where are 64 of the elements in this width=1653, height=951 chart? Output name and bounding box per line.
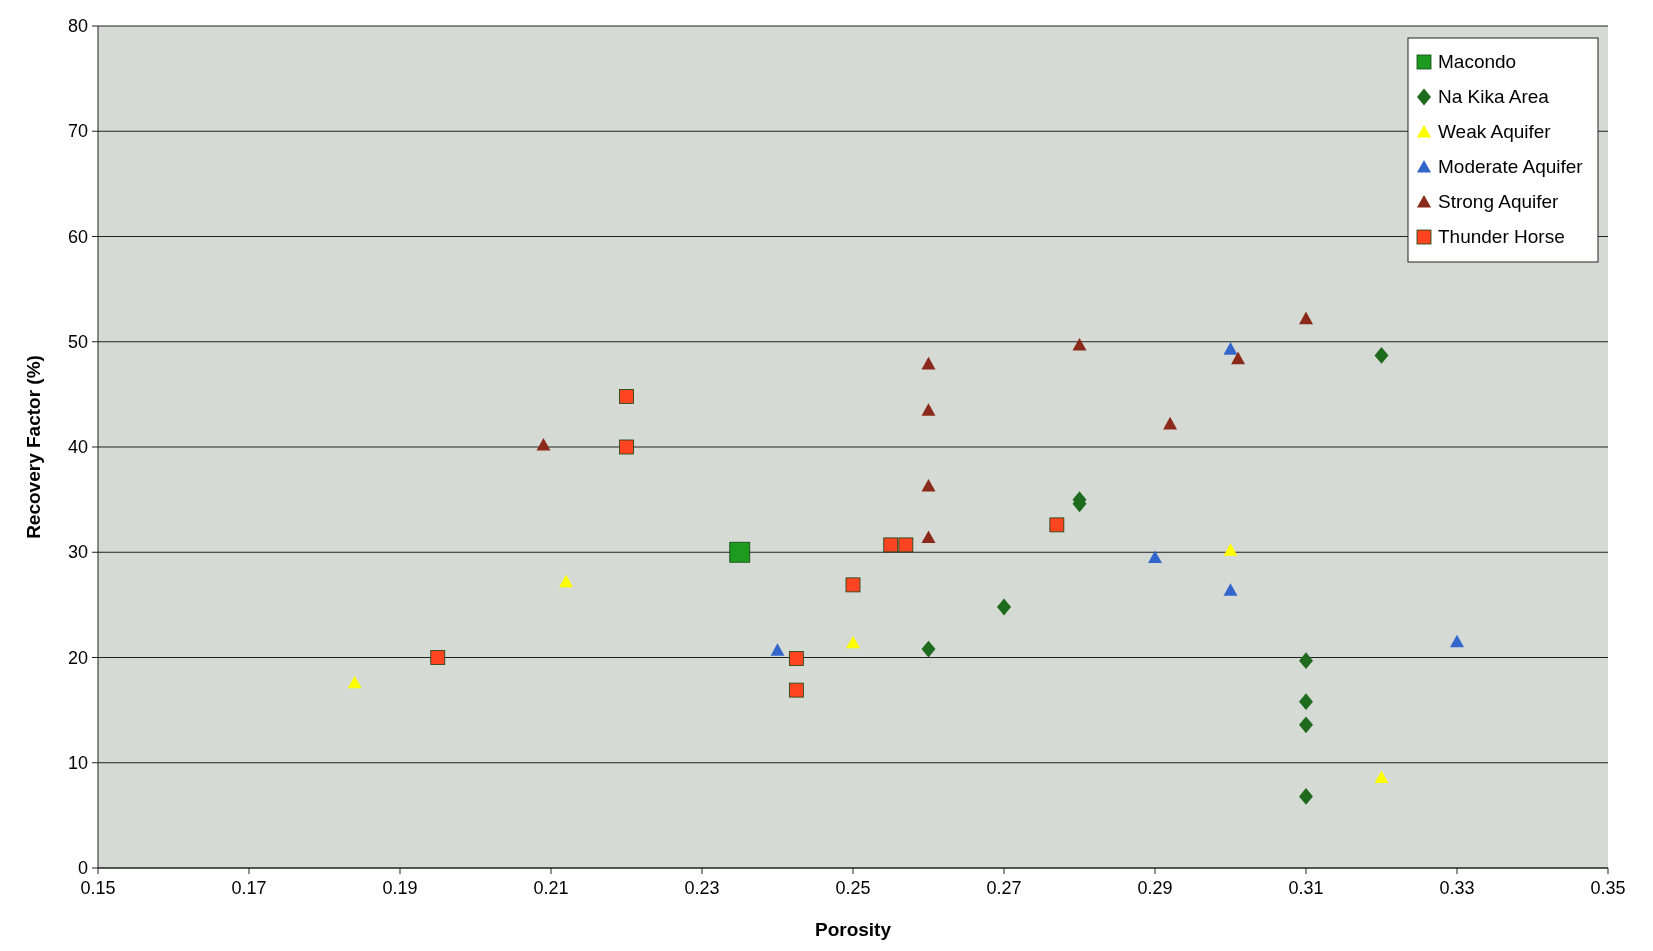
point <box>788 651 804 666</box>
point <box>1163 416 1178 430</box>
point <box>1223 583 1238 596</box>
point <box>921 403 936 416</box>
point <box>1299 311 1313 325</box>
point <box>559 574 574 588</box>
x-tick-label: 0.17 <box>231 878 267 898</box>
legend-label: Weak Aquifer <box>1438 121 1552 142</box>
point <box>921 530 936 544</box>
point <box>1450 634 1464 648</box>
x-tick-label: 0.25 <box>835 878 871 898</box>
y-tick-label: 20 <box>67 647 88 668</box>
point <box>1231 351 1246 365</box>
y-tick-label: 10 <box>67 752 88 773</box>
legend-label: Thunder Horse <box>1438 226 1565 247</box>
point <box>619 439 634 455</box>
point <box>921 478 936 492</box>
point <box>536 437 551 451</box>
y-tick-label: 70 <box>67 121 88 142</box>
point <box>1374 347 1389 364</box>
y-tick-label: 0 <box>77 858 88 878</box>
point <box>1223 342 1238 355</box>
x-tick-label: 0.35 <box>1590 878 1626 898</box>
point <box>1223 543 1238 556</box>
point <box>898 537 914 553</box>
legend-label: Moderate Aquifer <box>1438 156 1584 177</box>
point <box>921 640 936 658</box>
point <box>845 577 861 593</box>
y-axis-title: Recovery Factor (%) <box>23 355 44 539</box>
point <box>997 598 1011 616</box>
point <box>921 356 936 370</box>
x-tick-label: 0.29 <box>1137 878 1173 898</box>
x-tick-label: 0.23 <box>684 878 720 898</box>
legend-label: Strong Aquifer <box>1438 191 1560 212</box>
point <box>347 675 362 689</box>
point <box>1299 693 1313 711</box>
point <box>846 635 860 649</box>
y-tick-label: 40 <box>67 437 88 457</box>
y-tick-label: 50 <box>67 331 88 352</box>
point <box>1374 770 1389 784</box>
x-tick-label: 0.19 <box>382 878 418 898</box>
point <box>1299 788 1313 805</box>
point <box>1049 517 1065 533</box>
x-tick-label: 0.31 <box>1288 878 1324 898</box>
point <box>883 537 899 553</box>
point <box>1299 652 1313 670</box>
x-axis-title: Porosity <box>814 919 892 940</box>
x-tick-label: 0.21 <box>533 878 569 898</box>
point <box>788 682 804 698</box>
x-tick-label: 0.15 <box>80 878 116 898</box>
point <box>619 389 634 404</box>
x-tick-label: 0.27 <box>986 878 1022 898</box>
point <box>1299 716 1313 734</box>
y-tick-label: 30 <box>67 542 88 563</box>
point <box>430 650 446 665</box>
legend-label: Na Kika Area <box>1438 86 1550 107</box>
point <box>770 643 785 656</box>
y-tick-label: 60 <box>67 226 88 247</box>
x-tick-label: 0.33 <box>1439 878 1475 898</box>
point <box>1148 550 1162 564</box>
legend-label: Macondo <box>1438 51 1517 72</box>
y-tick-label: 80 <box>67 16 88 36</box>
point <box>1072 337 1087 351</box>
point <box>729 541 751 563</box>
